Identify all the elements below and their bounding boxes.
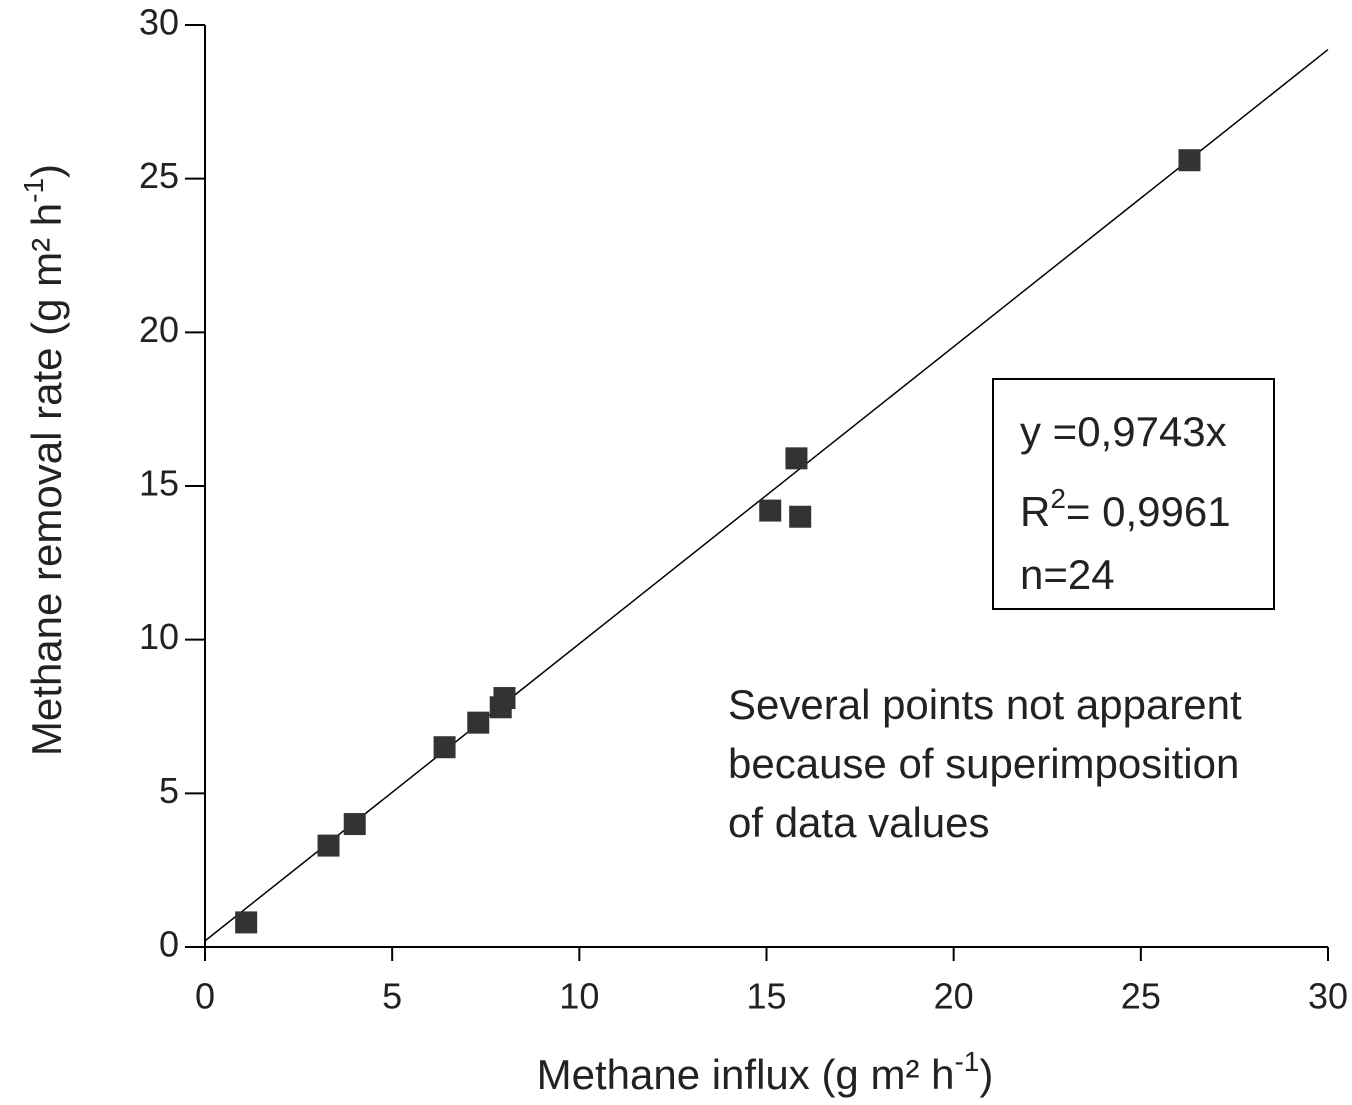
y-tick-label: 5 — [159, 770, 179, 811]
point — [467, 711, 490, 734]
xlabel-end: ) — [979, 1051, 993, 1098]
x-tick-label: 25 — [1121, 976, 1161, 1017]
ylabel-text: Methane removal rate (g m² h — [23, 203, 70, 756]
point — [759, 499, 782, 522]
note-line: of data values — [728, 799, 990, 846]
stats-box — [992, 378, 1275, 610]
y-tick-label: 15 — [139, 463, 179, 504]
y-tick-label: 25 — [139, 155, 179, 196]
trend-line — [204, 48, 1329, 942]
y-tick-label: 0 — [159, 924, 179, 965]
point — [343, 813, 366, 836]
ylabel-sup: -1 — [18, 178, 49, 203]
point — [1178, 149, 1201, 172]
y-tick-label: 20 — [139, 309, 179, 350]
note-line: Several points not apparent — [728, 681, 1242, 728]
y-tick-label: 30 — [139, 2, 179, 43]
y-tick-label: 10 — [139, 616, 179, 657]
point — [789, 505, 812, 528]
x-tick-label: 15 — [746, 976, 786, 1017]
r2-sup: 2 — [1050, 483, 1066, 514]
x-tick-label: 20 — [934, 976, 974, 1017]
xlabel-sup: -1 — [954, 1046, 979, 1077]
r2-text: R — [1020, 488, 1050, 535]
y-axis-label: Methane removal rate (g m² h-1) — [18, 164, 70, 756]
ylabel-end: ) — [23, 164, 70, 178]
equation: y =0,9743x — [1020, 408, 1227, 455]
xlabel-text: Methane influx (g m² h — [537, 1051, 955, 1098]
point — [493, 687, 516, 710]
note-line: because of superimposition — [728, 740, 1239, 787]
x-axis-label: Methane influx (g m² h-1) — [537, 1046, 994, 1098]
x-tick-label: 5 — [382, 976, 402, 1017]
x-tick-label: 10 — [559, 976, 599, 1017]
n-count: n=24 — [1020, 551, 1115, 598]
point — [433, 736, 456, 759]
r-squared: R2= 0,9961 — [1020, 483, 1231, 535]
point — [317, 834, 340, 857]
point — [235, 911, 258, 934]
point — [785, 447, 808, 470]
r2-end: = 0,9961 — [1066, 488, 1231, 535]
x-tick-label: 30 — [1308, 976, 1348, 1017]
x-tick-label: 0 — [195, 976, 215, 1017]
